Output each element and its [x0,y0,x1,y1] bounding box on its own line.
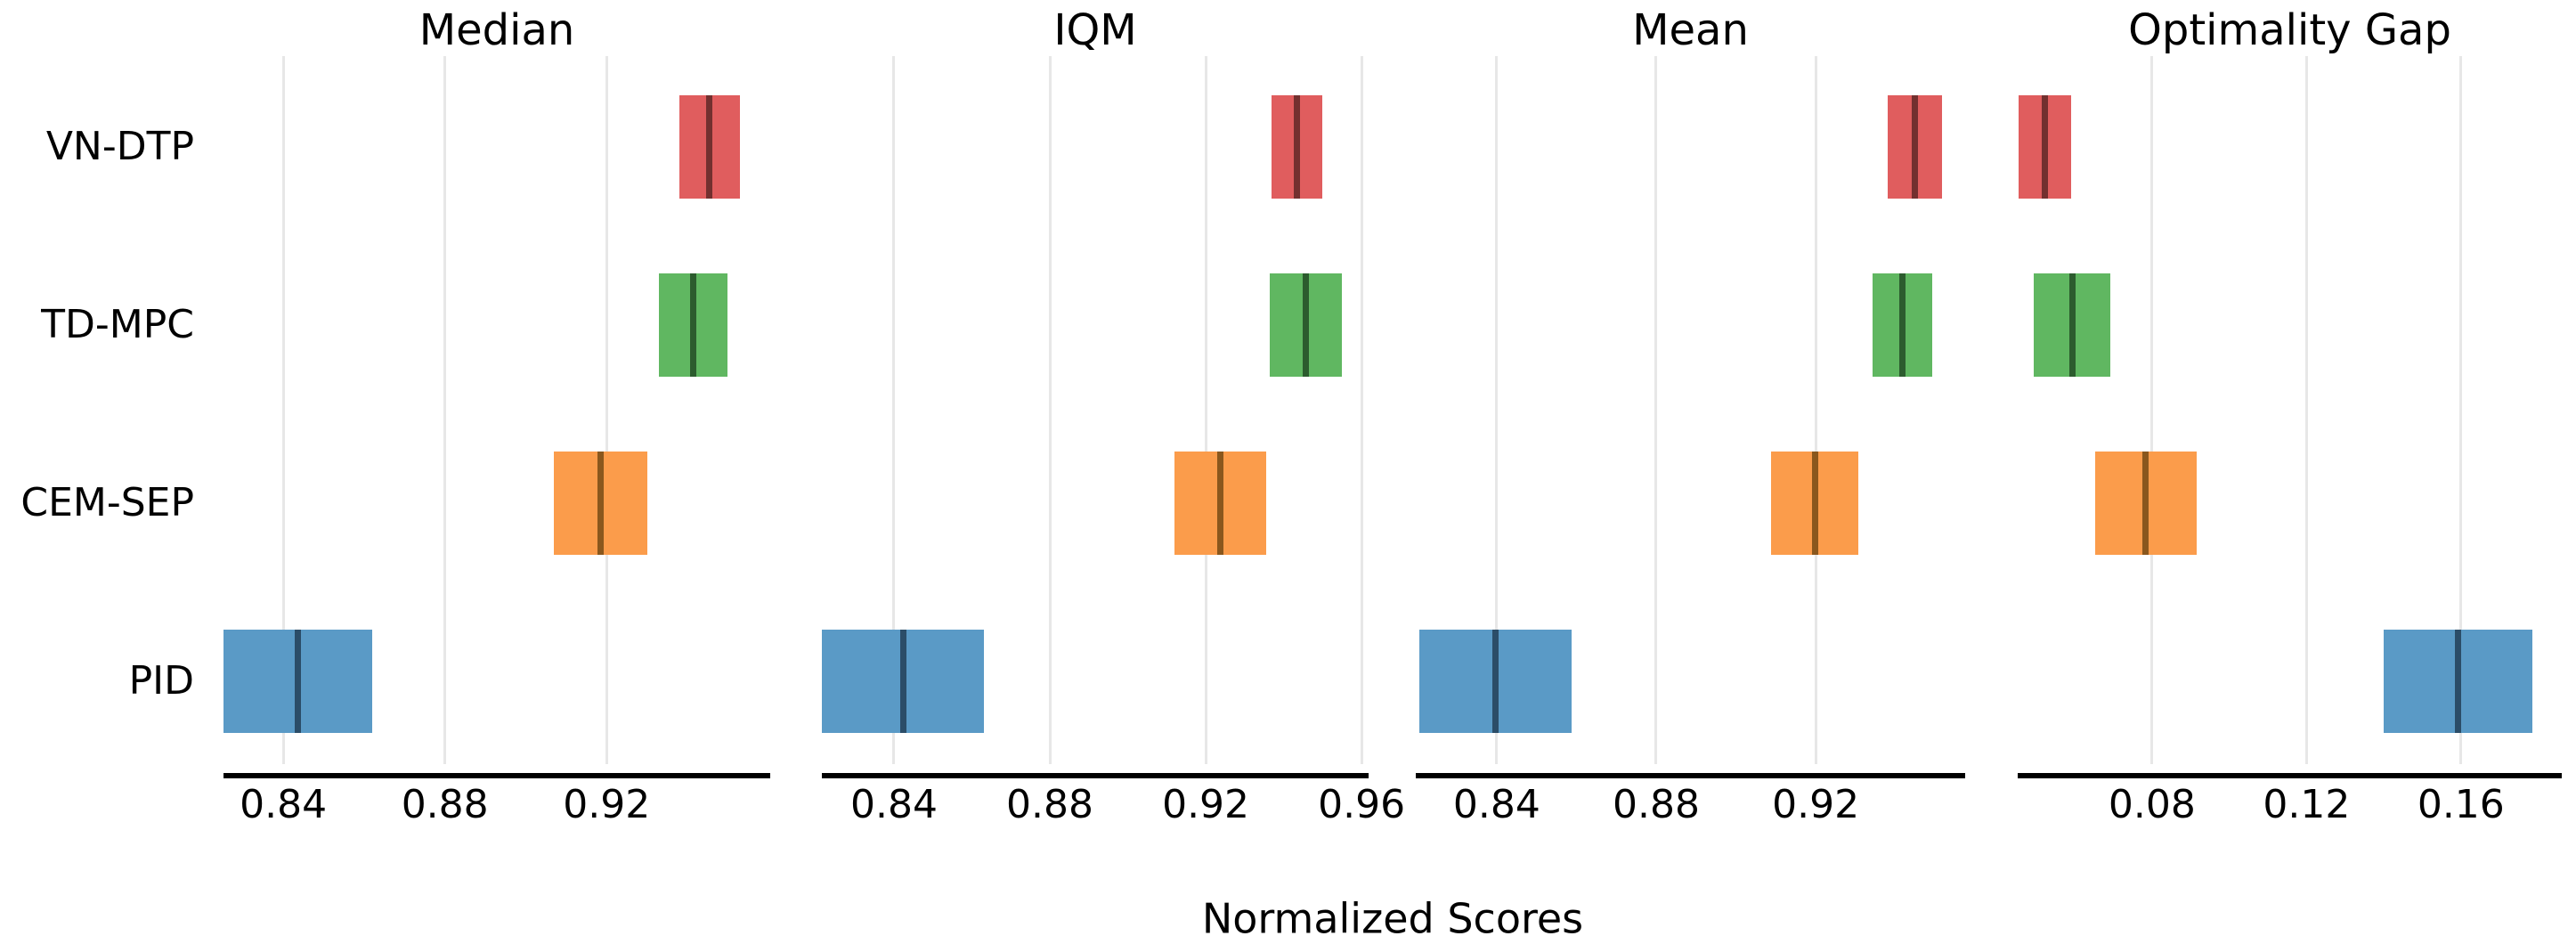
row-label-td-mpc: TD-MPC [41,301,194,347]
gridline [2459,56,2463,764]
gridline [892,56,896,764]
point-estimate-line-pid [899,630,906,733]
x-tick-label: 0.84 [849,782,938,827]
point-estimate-line-td-mpc [2068,273,2076,377]
x-axis-line [822,773,1369,778]
row-label-vn-dtp: VN-DTP [45,123,194,169]
x-axis-line [2018,773,2562,778]
x-tick-label: 0.16 [2417,782,2505,827]
gridline [443,56,447,764]
x-tick-label: 0.88 [1613,782,1700,827]
gridline [1204,56,1207,764]
point-estimate-line-cem-sep [1217,452,1224,555]
gridline [1495,56,1499,764]
x-tick-label: 0.88 [1006,782,1093,827]
x-tick-label: 0.84 [240,782,328,827]
x-tick-label: 0.92 [1162,782,1250,827]
point-estimate-line-td-mpc [1303,273,1310,377]
point-estimate-line-cem-sep [597,452,604,555]
x-tick-label: 0.92 [563,782,651,827]
gridline [2150,56,2154,764]
point-estimate-line-vn-dtp [1294,95,1301,199]
point-estimate-line-vn-dtp [1911,95,1918,199]
gridline [1048,56,1052,764]
gridline [605,56,608,764]
x-tick-label: 0.88 [401,782,489,827]
x-axis-line [223,773,770,778]
x-tick-label: 0.92 [1772,782,1860,827]
point-estimate-line-cem-sep [2142,452,2149,555]
panel-title-mean: Mean [1632,5,1749,55]
point-estimate-line-cem-sep [1811,452,1818,555]
point-estimate-line-pid [2454,630,2461,733]
gridline [1360,56,1363,764]
point-estimate-line-vn-dtp [2042,95,2049,199]
x-tick-label: 0.96 [1318,782,1406,827]
gridline [1814,56,1817,764]
gridline [281,56,285,764]
panel-title-median: Median [418,5,575,55]
row-label-cem-sep: CEM-SEP [20,479,194,525]
gridline [1654,56,1658,764]
panel-title-iqm: IQM [1053,5,1137,55]
point-estimate-line-td-mpc [1899,273,1906,377]
gridline [2304,56,2308,764]
x-axis-line [1416,773,1965,778]
panel-title-optimality-gap: Optimality Gap [2128,5,2451,55]
point-estimate-line-vn-dtp [706,95,713,199]
x-tick-label: 0.84 [1452,782,1540,827]
x-axis-label: Normalized Scores [1201,894,1584,943]
point-estimate-line-pid [1492,630,1499,733]
row-label-pid: PID [128,657,194,704]
x-tick-label: 0.12 [2263,782,2351,827]
x-tick-label: 0.08 [2108,782,2196,827]
point-estimate-line-td-mpc [690,273,697,377]
point-estimate-line-pid [294,630,301,733]
